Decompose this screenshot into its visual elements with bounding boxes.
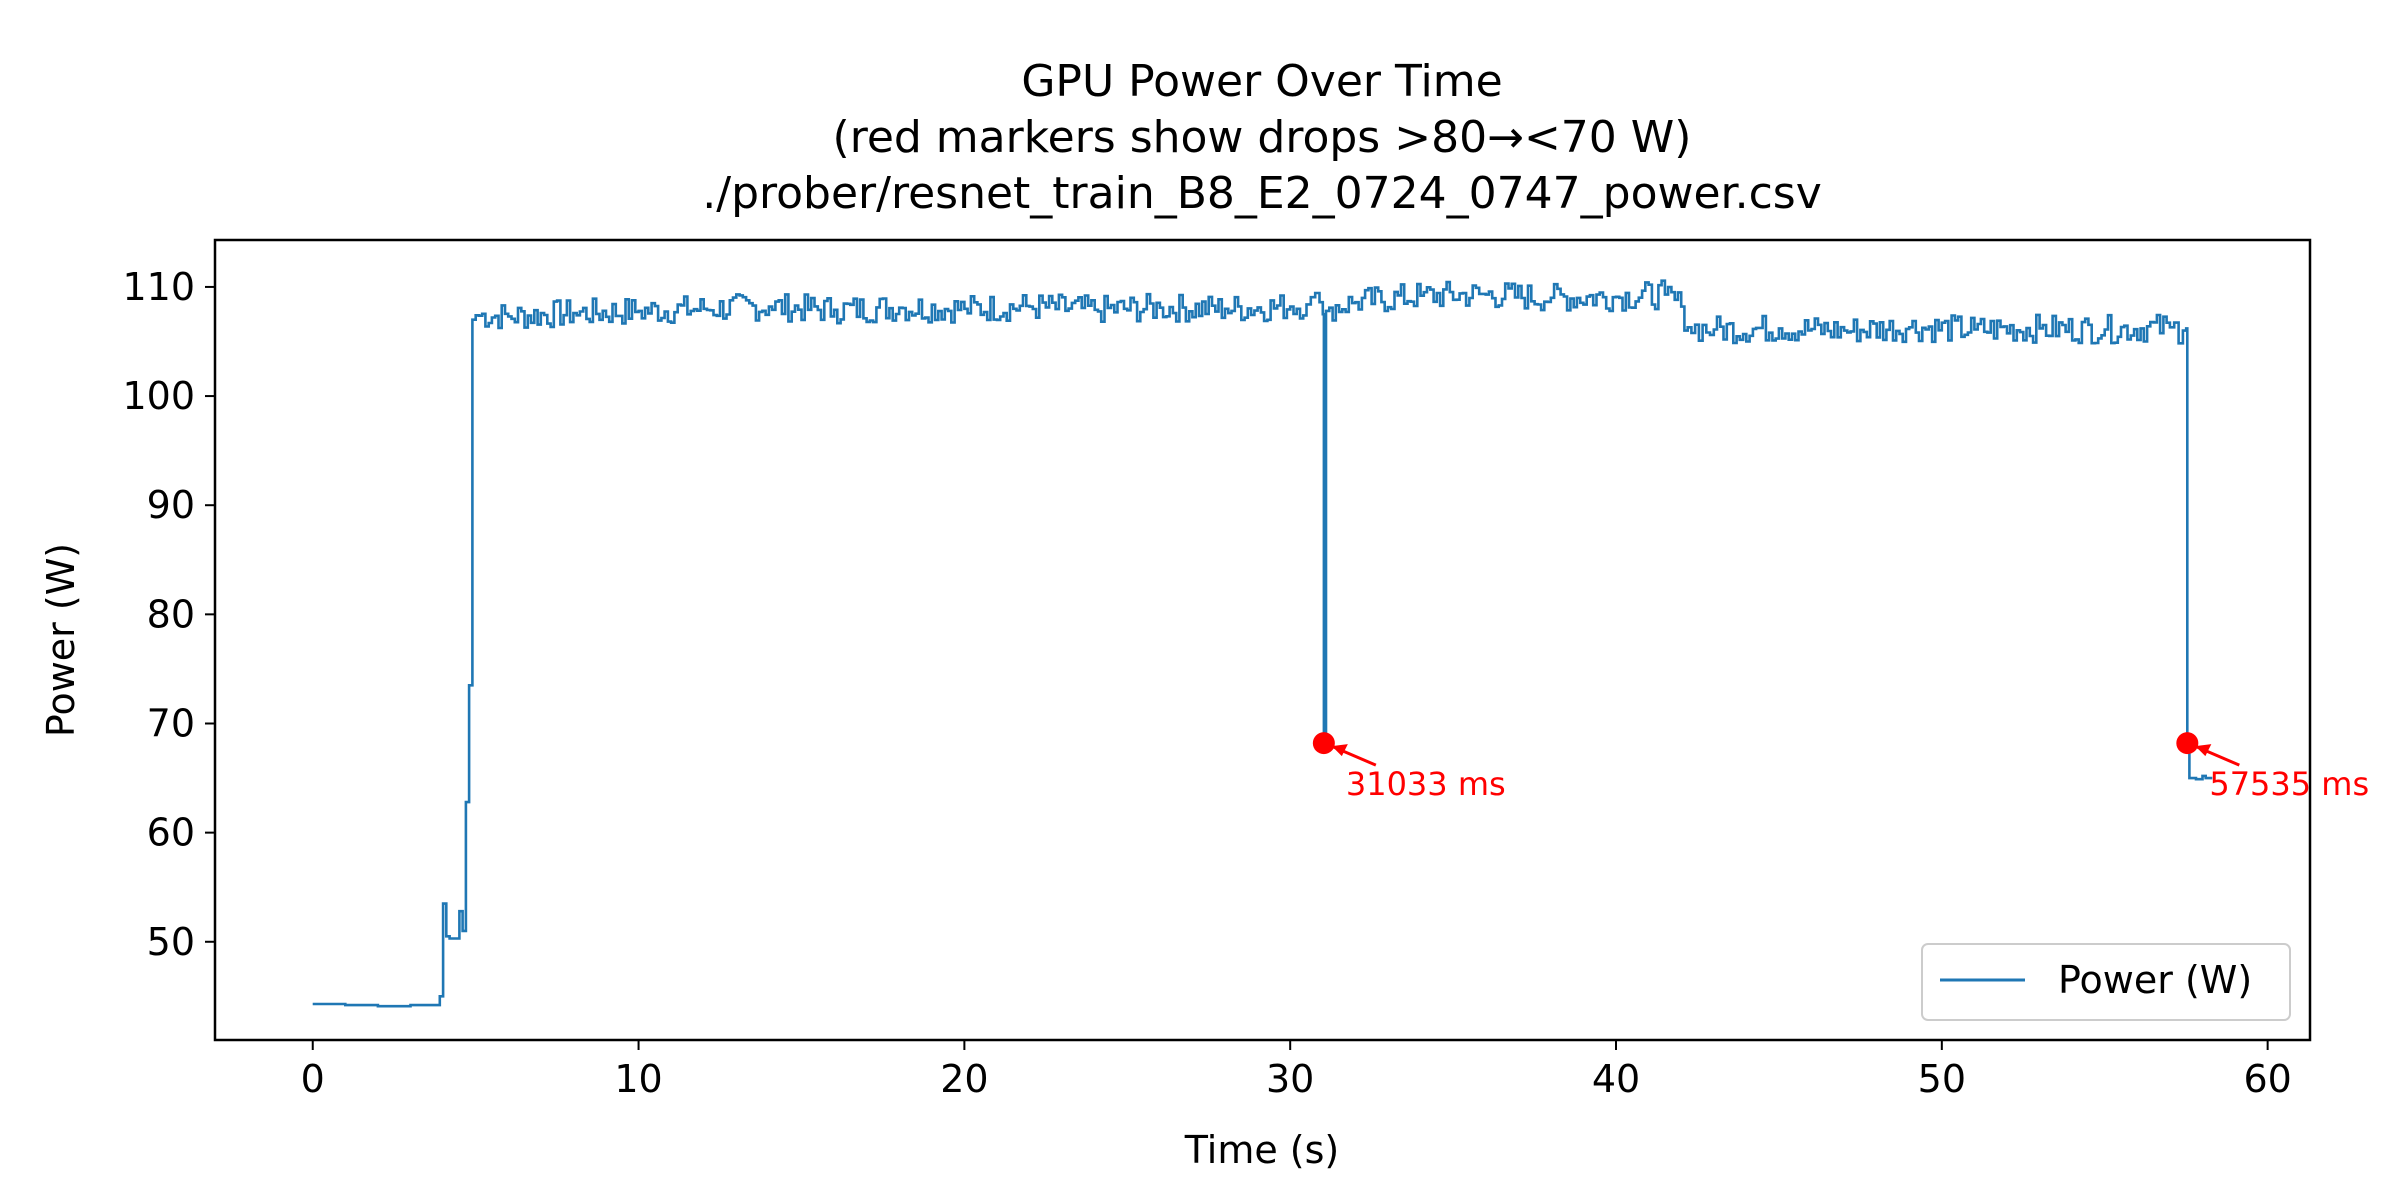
series-line-power [312, 279, 2213, 1008]
chart-title-line-1: GPU Power Over Time [1021, 56, 1502, 107]
y-tick-label: 70 [147, 701, 195, 745]
plot-area: 31033 ms 57535 ms [312, 279, 2369, 1008]
legend-box [1921, 943, 2291, 1021]
y-axis: 50 60 70 80 90 100 110 [122, 265, 215, 964]
x-tick-label: 50 [1918, 1057, 1966, 1101]
chart-title-line-2: (red markers show drops >80→<70 W) [833, 112, 1692, 163]
annotation-arrowhead [2195, 744, 2212, 757]
x-tick-label: 10 [614, 1057, 662, 1101]
drop-annotation-label: 31033 ms [1346, 765, 1506, 803]
y-axis-label: Power (W) [39, 543, 83, 737]
legend: Power (W) [1921, 943, 2291, 1021]
chart-title-line-3: ./prober/resnet_train_B8_E2_0724_0747_po… [702, 168, 1821, 219]
x-axis-label: Time (s) [1184, 1128, 1340, 1172]
drop-annotation-label: 57535 ms [2209, 765, 2369, 803]
x-tick-label: 30 [1266, 1057, 1314, 1101]
y-tick-label: 80 [147, 592, 195, 636]
annotation-arrowhead [1331, 744, 1348, 757]
y-tick-label: 50 [147, 920, 195, 964]
y-tick-label: 100 [122, 374, 195, 418]
drop-marker [2176, 732, 2199, 755]
x-tick-label: 20 [940, 1057, 988, 1101]
x-tick-label: 40 [1592, 1057, 1640, 1101]
drop-marker [1312, 732, 1335, 755]
x-tick-label: 0 [301, 1057, 325, 1101]
legend-label: Power (W) [2058, 958, 2252, 1002]
y-tick-label: 60 [147, 811, 195, 855]
x-axis: 0 10 20 30 40 50 60 [301, 1040, 2292, 1101]
chart-title: GPU Power Over Time (red markers show dr… [702, 56, 1821, 219]
y-tick-label: 110 [122, 265, 195, 309]
y-tick-label: 90 [147, 483, 195, 527]
plot-frame [213, 238, 2312, 1042]
x-tick-label: 60 [2243, 1057, 2291, 1101]
